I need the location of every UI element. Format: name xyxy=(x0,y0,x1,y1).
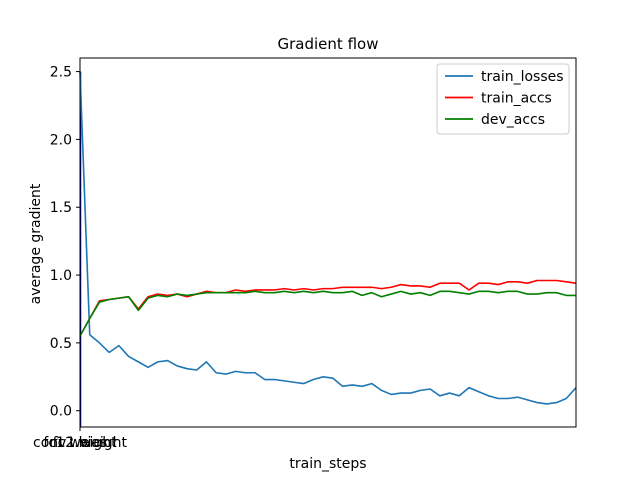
y-tick-label: 1.5 xyxy=(50,200,72,216)
chart-title: Gradient flow xyxy=(278,35,379,53)
x-axis-label: train_steps xyxy=(289,456,366,472)
y-axis-label: average gradient xyxy=(28,183,44,304)
y-tick-label: 0.5 xyxy=(50,336,72,352)
legend-label: dev_accs xyxy=(481,112,545,128)
y-tick-label: 2.5 xyxy=(50,65,72,81)
legend-label: train_losses xyxy=(481,69,564,85)
plot-layer: 0.0 0.5 1.0 1.5 2.0 2.5 conv1.weightfc2.biasfc… xyxy=(33,65,577,451)
legend-label: train_accs xyxy=(481,91,552,107)
y-tick-label: 1.0 xyxy=(50,268,72,284)
y-tick-label: 2.0 xyxy=(50,132,72,148)
x-tick-label: fc2.bias xyxy=(53,435,108,451)
series-line-train-losses xyxy=(79,71,577,405)
legend-box xyxy=(436,63,570,135)
series-line-dev-accs xyxy=(79,290,576,337)
x-tick-label: conv1.weight xyxy=(33,435,127,451)
plot-frame xyxy=(79,57,577,428)
y-tick-label: 0.0 xyxy=(50,404,72,420)
series-line-train-accs xyxy=(79,279,577,337)
x-tick-label: fc1.weight xyxy=(43,435,117,451)
legend: train_losses train_accs dev_accs xyxy=(436,63,570,135)
